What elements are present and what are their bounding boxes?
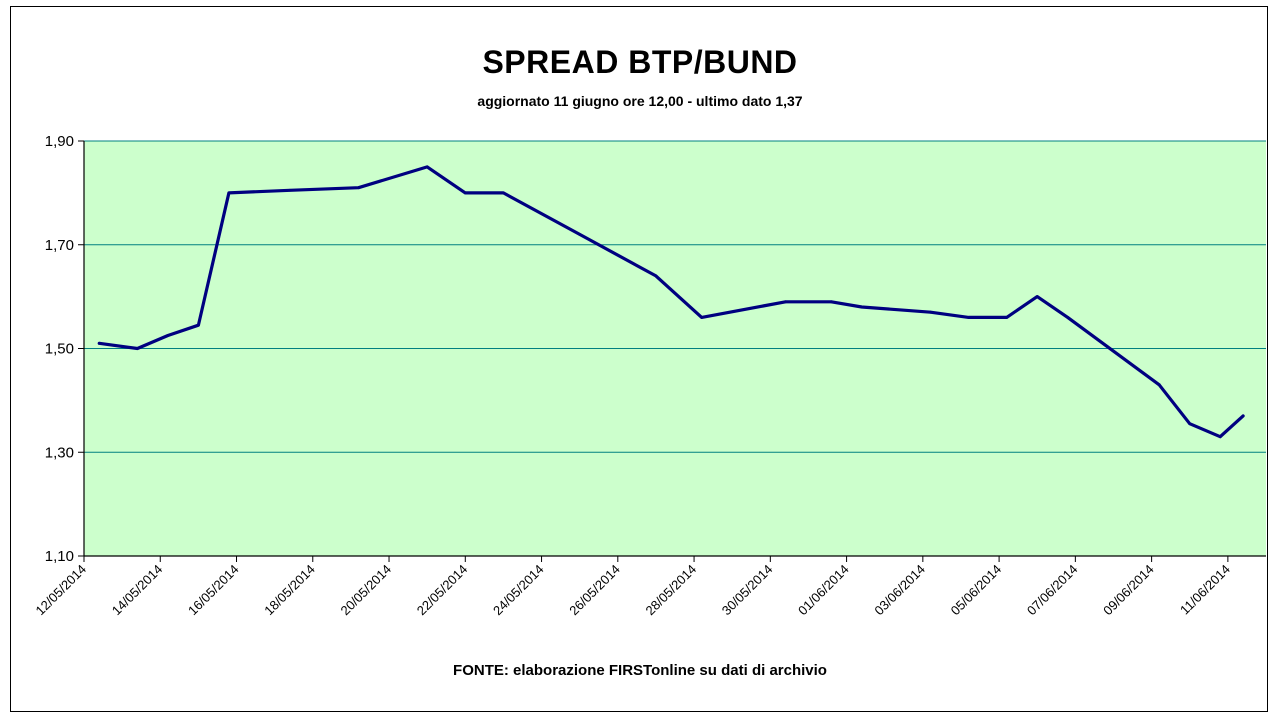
x-tick-label: 16/05/2014 [185, 562, 242, 619]
chart-subtitle: aggiornato 11 giugno ore 12,00 - ultimo … [477, 93, 803, 109]
data-point [784, 300, 787, 304]
chart-frame [10, 6, 1268, 712]
x-tick-label: 12/05/2014 [32, 562, 89, 619]
y-tick-label: 1,70 [45, 237, 74, 254]
data-point [1241, 414, 1245, 418]
x-tick-label: 07/06/2014 [1024, 562, 1081, 619]
x-tick-label: 14/05/2014 [109, 562, 166, 619]
data-point [860, 305, 864, 309]
data-point [929, 310, 932, 314]
series-layer [97, 165, 1245, 439]
data-point [654, 274, 658, 278]
x-tick-label: 05/06/2014 [948, 562, 1005, 619]
x-tick-label: 09/06/2014 [1100, 562, 1157, 619]
data-point [227, 191, 231, 195]
x-axis-ticks: 12/05/2014 14/05/2014 16/05/2014 18/05/2014… [32, 556, 1233, 619]
y-tick-label: 1,50 [45, 341, 74, 358]
x-tick-label: 22/05/2014 [414, 562, 471, 619]
data-point [1035, 295, 1039, 299]
data-point [463, 191, 467, 195]
x-tick-label: 20/05/2014 [338, 562, 395, 619]
source-note: FONTE: elaborazione FIRSTonline su dati … [453, 662, 827, 679]
x-tick-label: 26/05/2014 [566, 562, 623, 619]
data-point [135, 347, 139, 350]
data-point [829, 300, 833, 304]
y-tick-label: 1,90 [45, 133, 74, 150]
x-tick-label: 30/05/2014 [719, 562, 776, 619]
y-axis-ticks: 1,10 1,30 1,50 1,70 1,90 [45, 133, 84, 565]
y-tick-label: 1,30 [45, 444, 74, 461]
x-tick-label: 01/06/2014 [795, 562, 852, 619]
data-point [97, 341, 101, 345]
data-point [425, 165, 429, 169]
data-point [1157, 383, 1161, 387]
x-tick-label: 28/05/2014 [643, 562, 700, 619]
gridlines [84, 140, 1266, 453]
data-point [700, 315, 704, 319]
x-tick-label: 03/06/2014 [871, 562, 928, 619]
data-point [1005, 315, 1009, 319]
data-point [196, 323, 200, 327]
x-tick-label: 11/06/2014 [1177, 562, 1233, 618]
data-point [357, 186, 360, 190]
x-tick-label: 24/05/2014 [490, 562, 547, 619]
chart-title: SPREAD BTP/BUND [482, 44, 798, 80]
data-point [1188, 422, 1192, 426]
data-point [1218, 435, 1222, 439]
y-tick-label: 1,10 [45, 548, 74, 565]
x-tick-label: 18/05/2014 [261, 562, 318, 619]
data-point [166, 334, 170, 337]
data-point [288, 188, 292, 192]
data-point [578, 232, 582, 236]
data-point [1066, 315, 1070, 319]
data-point [502, 191, 505, 195]
data-point [967, 315, 970, 319]
